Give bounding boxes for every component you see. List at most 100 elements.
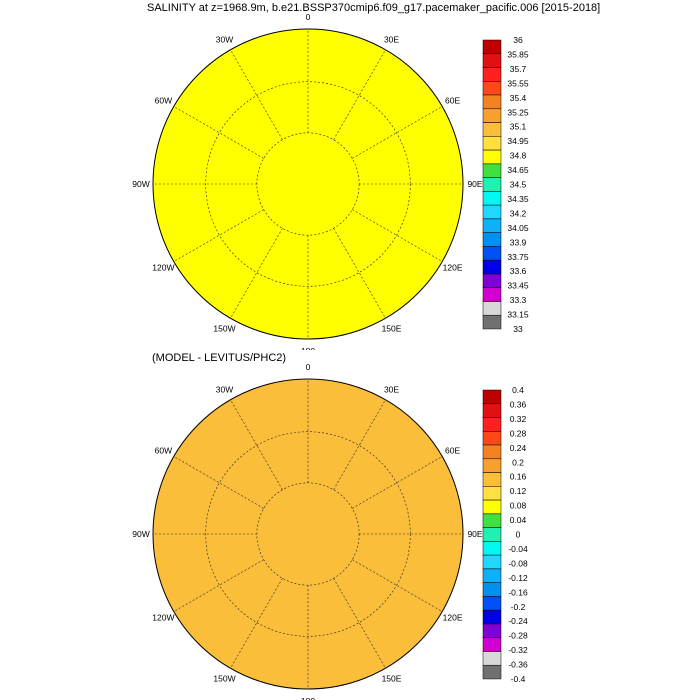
colorbar-swatch (482, 149, 502, 165)
longitude-label: 60W (155, 96, 172, 106)
anomaly-contour-region (185, 351, 245, 352)
longitude-label: 60W (155, 446, 172, 456)
antarctica-landmass (0, 350, 345, 351)
colorbar-label: 33.9 (510, 237, 527, 247)
colorbar-swatch (482, 67, 502, 82)
colorbar-label: 0.12 (510, 486, 527, 496)
colorbar-label: -0.16 (508, 587, 528, 597)
colorbar-label: -0.24 (508, 616, 528, 626)
bottom-title: (MODEL - LEVITUS/PHC2) (152, 352, 287, 364)
colorbar-swatch (482, 444, 502, 460)
colorbar-label: -0.08 (508, 558, 528, 568)
longitude-label: 180 (301, 696, 315, 700)
longitude-label: 0 (306, 12, 311, 22)
colorbar-swatch (482, 81, 502, 96)
colorbar-swatch (482, 458, 502, 473)
colorbar-swatch (482, 417, 502, 432)
longitude-label: 30W (216, 384, 233, 394)
longitude-label: 180 (301, 346, 315, 350)
map-border (152, 28, 464, 340)
colorbar-swatch (482, 554, 502, 570)
longitude-label: 120W (152, 263, 174, 273)
colorbar-label: -0.36 (508, 660, 528, 670)
colorbar-swatch (482, 163, 502, 178)
colorbar-swatch (482, 287, 502, 302)
colorbar-swatch (482, 623, 502, 639)
longitude-label: 60E (445, 96, 460, 106)
colorbar-label: 33.15 (507, 310, 529, 320)
colorbar-label: 33.45 (507, 281, 529, 291)
colorbar-swatch (482, 568, 502, 583)
colorbar: 36 35.85 35.7 35.55 35.4 35.25 35.1 34.95 34.8 34… (482, 35, 529, 334)
colorbar-label: 35.85 (507, 50, 529, 60)
longitude-label: 120E (443, 263, 463, 273)
top-polar-map: 0 30E 60E 90E 120E 150E 180 150W 120W 90W 60W 30W 36… (0, 0, 529, 350)
colorbar-swatch (482, 431, 502, 446)
colorbar-label: 34.35 (507, 194, 529, 204)
colorbar-label: 35.1 (510, 122, 527, 132)
colorbar: 0.4 0.36 0.32 0.28 0.24 0.2 0.16 0.12 0.08 0.04 0 -… (482, 385, 528, 684)
colorbar-swatch (482, 259, 502, 275)
longitude-label: 150W (213, 674, 235, 684)
colorbar-label: 34.8 (510, 151, 527, 161)
colorbar-label: 0.28 (510, 428, 527, 438)
colorbar-swatch (482, 527, 502, 542)
colorbar-label: -0.04 (508, 544, 528, 554)
colorbar-swatch (482, 513, 502, 528)
colorbar-swatch (482, 108, 502, 123)
colorbar-label: -0.4 (511, 674, 526, 684)
colorbar-swatch (482, 541, 502, 556)
colorbar-swatch (482, 122, 502, 137)
colorbar-label: 34.05 (507, 223, 529, 233)
colorbar-swatch (482, 472, 502, 487)
antarctica-landmass (0, 0, 345, 1)
colorbar-label: 33.75 (507, 252, 529, 262)
colorbar-swatch (482, 403, 502, 418)
longitude-label: 150W (213, 324, 235, 334)
ice-shelf-region (5, 0, 360, 1)
longitude-label: 120E (443, 613, 463, 623)
colorbar-label: 34.5 (510, 180, 527, 190)
colorbar-label: 35.7 (510, 64, 527, 74)
colorbar-label: 34.95 (507, 136, 529, 146)
colorbar-swatch (482, 53, 502, 68)
colorbar-label: -0.32 (508, 645, 528, 655)
longitude-label: 60E (445, 446, 460, 456)
colorbar-label: 35.25 (507, 107, 529, 117)
colorbar-swatch (482, 499, 502, 515)
colorbar-swatch (482, 596, 502, 611)
colorbar-label: 0.04 (510, 515, 527, 525)
colorbar-swatch (482, 273, 502, 289)
anomaly-contour-region (0, 351, 340, 352)
colorbar-label: -0.12 (508, 573, 528, 583)
colorbar-label: 0.32 (510, 414, 527, 424)
colorbar-swatch (482, 609, 502, 625)
graticule (153, 29, 463, 339)
colorbar-label: 0.24 (510, 443, 527, 453)
colorbar-swatch (482, 204, 502, 220)
colorbar-swatch (482, 637, 502, 652)
longitude-label: 90E (467, 179, 482, 189)
anomaly-contour-region (70, 351, 180, 352)
anomaly-field (153, 379, 463, 689)
colorbar-swatch (482, 94, 502, 110)
map-field (0, 350, 463, 689)
colorbar-swatch (482, 389, 502, 405)
longitude-label: 0 (306, 362, 311, 372)
colorbar-swatch (482, 314, 502, 330)
colorbar-label: 0.36 (510, 400, 527, 410)
salinity-field (153, 29, 463, 339)
colorbar-label: 0.4 (512, 385, 524, 395)
longitude-label: 30W (216, 34, 233, 44)
colorbar-swatch (482, 651, 502, 666)
longitude-label: 120W (152, 613, 174, 623)
colorbar-swatch (482, 301, 502, 316)
colorbar-label: 34.65 (507, 165, 529, 175)
colorbar-label: 0.16 (510, 472, 527, 482)
colorbar-swatch (482, 218, 502, 233)
map-field (0, 0, 463, 339)
colorbar-swatch (482, 232, 502, 247)
colorbar-label: 0 (516, 530, 521, 540)
colorbar-label: 34.2 (510, 208, 527, 218)
colorbar-label: 0.2 (512, 457, 524, 467)
